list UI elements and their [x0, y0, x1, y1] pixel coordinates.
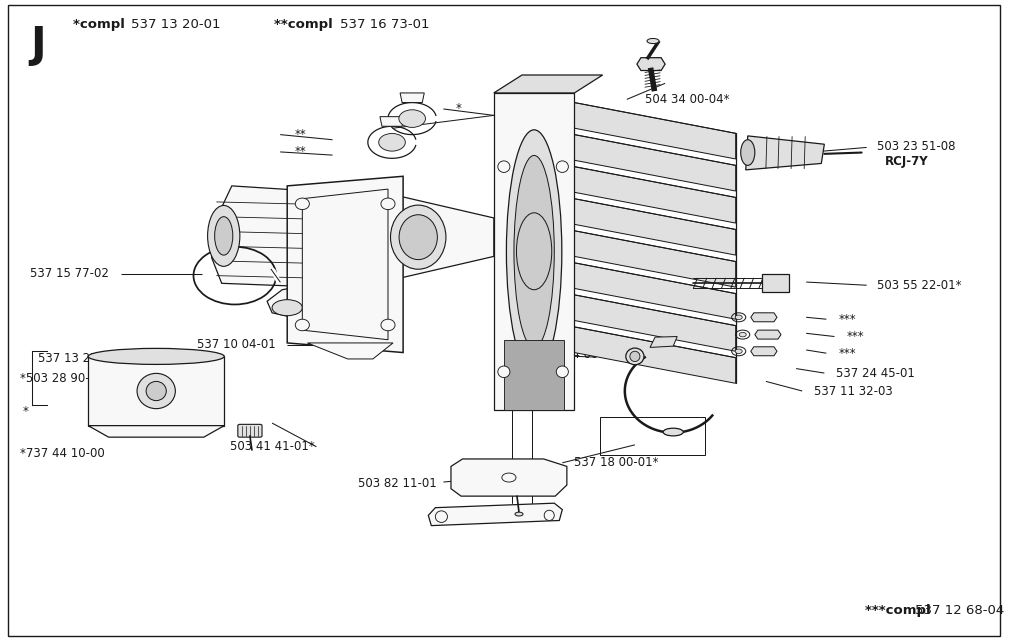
Text: ***: ***: [839, 347, 856, 360]
Polygon shape: [762, 274, 790, 292]
Text: **compl: **compl: [274, 18, 338, 31]
Polygon shape: [574, 295, 735, 351]
Text: 504 34 00-04*: 504 34 00-04*: [540, 348, 624, 361]
Text: 503 55 22-01*: 503 55 22-01*: [877, 279, 962, 292]
Ellipse shape: [740, 140, 755, 165]
Polygon shape: [343, 192, 494, 282]
Ellipse shape: [647, 38, 659, 44]
Polygon shape: [574, 231, 735, 287]
Polygon shape: [574, 103, 735, 159]
Polygon shape: [267, 274, 357, 317]
FancyBboxPatch shape: [238, 424, 262, 437]
Polygon shape: [380, 117, 404, 126]
Ellipse shape: [507, 130, 562, 373]
Ellipse shape: [556, 366, 568, 378]
Polygon shape: [751, 313, 777, 322]
Polygon shape: [751, 347, 777, 356]
Ellipse shape: [379, 133, 406, 151]
Text: 537 15 77-02: 537 15 77-02: [31, 267, 110, 280]
Text: RCJ-7Y: RCJ-7Y: [885, 155, 929, 168]
Polygon shape: [574, 167, 735, 223]
Ellipse shape: [544, 510, 554, 520]
Text: ***: ***: [847, 330, 864, 343]
Text: 537 12 68-04: 537 12 68-04: [915, 604, 1005, 617]
Text: *: *: [23, 405, 28, 418]
Text: *503 28 90-04: *503 28 90-04: [20, 372, 104, 385]
Ellipse shape: [399, 215, 437, 260]
Ellipse shape: [137, 373, 175, 409]
Polygon shape: [302, 189, 388, 340]
Text: ***: ***: [839, 313, 856, 326]
Ellipse shape: [88, 349, 224, 364]
Text: 503 82 11-01: 503 82 11-01: [357, 478, 436, 490]
Polygon shape: [745, 136, 824, 170]
Polygon shape: [287, 176, 403, 353]
Text: J: J: [31, 24, 46, 67]
Polygon shape: [307, 343, 393, 359]
Polygon shape: [88, 426, 224, 437]
Polygon shape: [574, 135, 735, 191]
Polygon shape: [428, 503, 562, 526]
Polygon shape: [451, 459, 567, 496]
Text: 537 18 00-01*: 537 18 00-01*: [574, 456, 658, 469]
Ellipse shape: [381, 319, 395, 331]
Ellipse shape: [516, 213, 552, 290]
Ellipse shape: [498, 161, 510, 172]
Polygon shape: [650, 337, 677, 347]
Text: 504 34 00-04*: 504 34 00-04*: [645, 93, 729, 106]
Ellipse shape: [556, 161, 568, 172]
Ellipse shape: [630, 351, 640, 362]
Text: 537 10 04-01: 537 10 04-01: [197, 338, 275, 351]
Ellipse shape: [735, 315, 742, 320]
Ellipse shape: [626, 348, 644, 365]
Ellipse shape: [146, 381, 166, 401]
Text: 537 13 20-01: 537 13 20-01: [131, 18, 220, 31]
Polygon shape: [637, 58, 666, 71]
Ellipse shape: [514, 156, 554, 348]
Polygon shape: [400, 93, 424, 103]
Polygon shape: [212, 186, 348, 287]
Text: *compl: *compl: [73, 18, 129, 31]
Ellipse shape: [381, 198, 395, 210]
Ellipse shape: [435, 511, 447, 522]
Text: *: *: [456, 103, 462, 115]
Ellipse shape: [399, 110, 426, 128]
Polygon shape: [494, 93, 574, 410]
Text: 537 13 27-01*: 537 13 27-01*: [38, 353, 123, 365]
Polygon shape: [574, 327, 735, 383]
Polygon shape: [88, 356, 224, 426]
Ellipse shape: [390, 205, 445, 269]
Text: **: **: [294, 146, 306, 158]
Polygon shape: [574, 263, 735, 319]
Ellipse shape: [502, 473, 516, 482]
Text: 537 16 73-01: 537 16 73-01: [340, 18, 429, 31]
Ellipse shape: [664, 428, 683, 436]
Text: 503 23 51-08: 503 23 51-08: [877, 140, 955, 153]
Ellipse shape: [735, 349, 742, 354]
Ellipse shape: [215, 217, 232, 255]
Ellipse shape: [272, 300, 302, 316]
Text: 537 11 32-03: 537 11 32-03: [814, 385, 893, 397]
Polygon shape: [574, 199, 735, 255]
Polygon shape: [504, 340, 564, 410]
Text: ***compl: ***compl: [864, 604, 935, 617]
Text: 503 41 41-01*: 503 41 41-01*: [229, 440, 314, 453]
Text: *737 44 10-00: *737 44 10-00: [20, 447, 104, 460]
Text: **: **: [294, 128, 306, 141]
Ellipse shape: [739, 333, 746, 337]
Ellipse shape: [498, 366, 510, 378]
Polygon shape: [755, 330, 781, 339]
Text: 537 24 45-01: 537 24 45-01: [837, 367, 915, 379]
Ellipse shape: [295, 198, 309, 210]
Ellipse shape: [515, 512, 523, 516]
Ellipse shape: [295, 319, 309, 331]
Ellipse shape: [208, 206, 240, 267]
Polygon shape: [494, 75, 603, 93]
